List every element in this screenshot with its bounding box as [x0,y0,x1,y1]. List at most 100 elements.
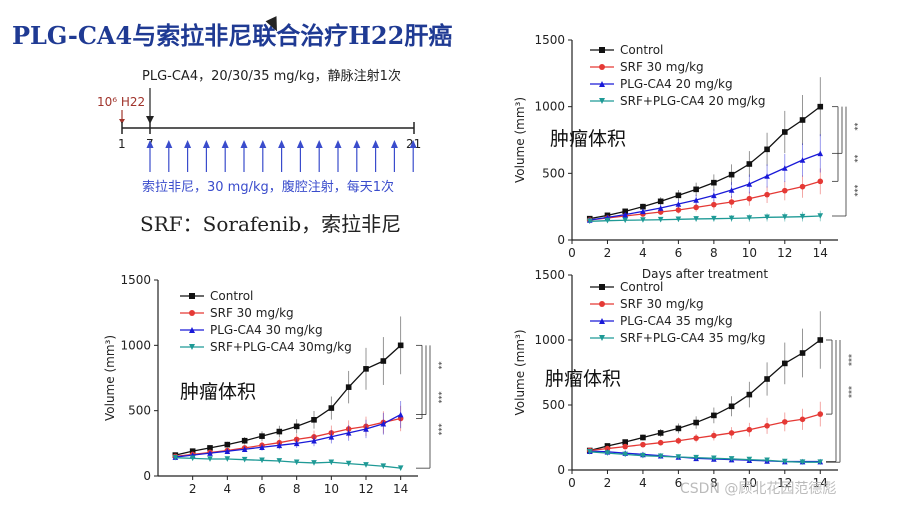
data-point [746,215,753,221]
series-control [172,316,404,458]
legend-label: PLG-CA4 35 mg/kg [620,314,733,328]
data-point [746,195,753,202]
srf-dosing-label: 索拉非尼，30 mg/kg，腹腔注射，每天1次 [142,179,394,195]
data-point [799,350,806,356]
data-point [782,165,788,171]
data-point [224,448,231,454]
x-tick-label: 12 [777,246,792,260]
data-point [817,411,824,417]
data-point [817,103,824,110]
x-tick-label: 6 [675,476,683,490]
x-tick-label: 10 [742,246,757,260]
data-point [397,342,404,349]
data-point [782,187,788,194]
y-axis-label: Volume (mm³) [513,97,527,183]
data-point [693,419,699,426]
x-tick-label: 12 [358,482,373,496]
data-point [363,426,369,432]
x-tick-label: 2 [189,482,197,496]
srf-dose-arrow-head [372,140,380,148]
significance-label: *** [844,386,853,398]
legend-label: Control [210,289,253,303]
data-point [189,448,196,454]
data-point [675,454,682,460]
data-point [693,186,699,193]
data-point [189,310,195,316]
data-point [293,459,300,466]
data-point [657,216,664,223]
data-point [746,161,753,167]
legend-label: Control [620,280,663,294]
y-axis-label: Volume (mm³) [513,330,527,416]
srf-dose-arrow-head [334,140,342,148]
data-point [604,450,611,456]
y-tick-label: 1000 [120,338,151,352]
significance-label: *** [844,354,853,366]
data-point [586,449,593,455]
data-point [599,318,605,324]
x-tick-label: 10 [324,482,339,496]
data-point [604,445,611,452]
srf-dose-arrow-head [165,140,173,148]
x-tick-label: 2 [604,476,612,490]
data-point [711,179,717,186]
data-point [276,442,283,449]
data-point [328,405,335,411]
x-tick-label: 14 [813,476,828,490]
chart-title: 肿瘤体积 [180,381,256,403]
data-point [276,428,283,435]
x-tick-label: 0 [568,246,576,260]
data-point [675,425,682,432]
data-point [657,439,664,446]
legend-label: SRF 30 mg/kg [620,60,704,74]
data-point [259,444,265,451]
series-combo [586,210,824,225]
tumor-volume-chart-35mg: 0 500 1000 1500 0 2 4 6 8 10 12 14 Volume (mm³) *** **… [513,268,853,490]
data-point [328,434,335,440]
legend-label: Control [620,43,663,57]
x-tick-label: 4 [639,246,647,260]
y-tick-label: 0 [557,233,565,247]
data-point [622,451,628,458]
data-point [782,419,788,425]
data-point [711,455,717,462]
data-point [799,117,806,123]
data-point [728,403,735,410]
series-combo [586,449,824,465]
data-point [728,215,735,222]
data-point [224,441,231,448]
data-point [622,208,628,215]
x-tick-label: 14 [813,246,828,260]
srf-dose-arrow-head [146,140,154,148]
data-point [599,47,605,53]
series-combo [172,454,404,471]
data-point [728,456,735,462]
data-point [207,450,213,456]
data-point [345,430,352,436]
data-point [799,213,806,220]
series-line [589,152,821,221]
data-point [764,457,770,464]
data-point [172,454,179,461]
data-point [817,459,824,465]
y-tick-label: 1500 [534,268,565,282]
slide-title: PLG-CA4与索拉非尼联合治疗H22肝癌 [12,21,453,50]
significance-label: ** [850,123,859,131]
data-point [675,216,682,223]
data-point [746,426,753,433]
data-point [817,337,824,343]
data-point [276,458,283,464]
legend-label: SRF+PLG-CA4 30mg/kg [210,340,352,354]
data-point [380,358,387,364]
data-point [746,391,753,398]
significance-label: *** [850,185,859,197]
series-line [589,413,821,452]
data-point [622,439,628,445]
data-point [728,187,735,193]
data-point [693,216,699,222]
series-plg [586,134,824,223]
data-point [224,456,231,462]
data-point [764,173,770,179]
series-srf [586,401,824,454]
data-point [397,465,404,471]
